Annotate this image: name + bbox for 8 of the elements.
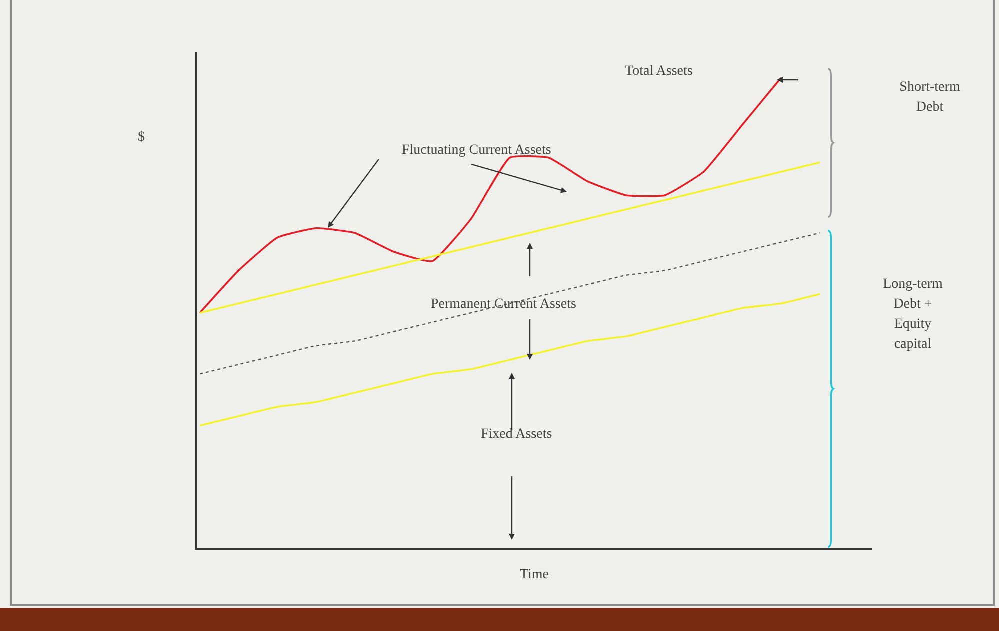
annotation: Fixed Assets [481, 427, 552, 442]
text: Long-term Debt + Equity capital [882, 276, 944, 354]
annotation: Total Assets [625, 64, 693, 79]
y-axis-title: $ [138, 130, 145, 145]
annotation: Permanent Current Assets [431, 297, 576, 312]
annotation: Fluctuating Current Assets [402, 143, 552, 158]
text: Short-term Debt [898, 79, 962, 117]
x-axis-title: Time [520, 568, 550, 583]
